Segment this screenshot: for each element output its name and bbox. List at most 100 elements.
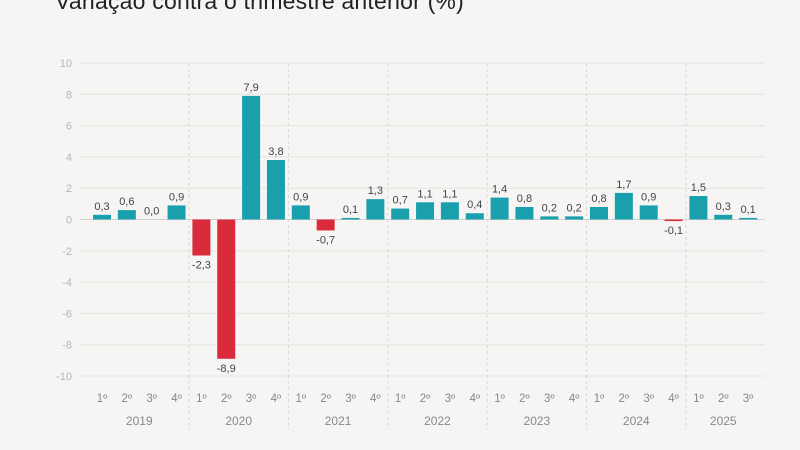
data-label: 1,1 (417, 188, 432, 200)
x-tick-label: 1º (196, 393, 207, 405)
x-tick-label: 2º (122, 393, 133, 405)
bar (440, 202, 459, 220)
bar (117, 210, 136, 220)
y-tick-label: -10 (56, 371, 72, 383)
x-tick-label: 3º (445, 393, 456, 405)
x-tick-label: 2º (221, 393, 232, 405)
data-label: 0,1 (343, 204, 358, 216)
x-tick-label: 3º (643, 393, 654, 405)
bar (565, 216, 584, 220)
bar (664, 219, 683, 222)
data-label: 0,0 (144, 206, 159, 218)
x-tick-label: 1º (97, 393, 108, 405)
bar (465, 213, 484, 220)
data-label: 1,1 (442, 188, 457, 200)
year-label: 2022 (424, 414, 451, 428)
y-tick-label: -2 (62, 246, 72, 258)
bar (639, 205, 658, 220)
y-tick-label: 2 (66, 183, 72, 195)
data-label: 3,8 (268, 146, 283, 158)
y-tick-label: -8 (62, 340, 72, 352)
y-tick-label: 0 (66, 215, 72, 227)
bar (490, 197, 509, 220)
data-label: 1,5 (691, 182, 706, 194)
x-tick-label: 3º (146, 393, 157, 405)
year-label: 2024 (623, 414, 650, 428)
data-label: 0,3 (716, 201, 731, 213)
bar (590, 206, 608, 220)
bar (217, 219, 236, 359)
x-tick-label: 2º (519, 393, 530, 405)
data-label: 0,1 (740, 204, 755, 216)
x-tick-label: 1º (693, 393, 704, 405)
bar (167, 205, 186, 220)
data-label: -8,9 (217, 363, 236, 375)
x-tick-label: 3º (544, 393, 555, 405)
bar (714, 214, 733, 220)
bar (242, 95, 261, 220)
x-tick-label: 1º (295, 393, 306, 405)
year-label: 2023 (524, 414, 551, 428)
x-tick-label: 4º (370, 393, 381, 405)
x-tick-label: 2º (718, 393, 729, 405)
year-label: 2021 (325, 414, 352, 428)
y-tick-label: 8 (66, 89, 72, 101)
x-tick-label: 1º (494, 393, 505, 405)
data-label: 0,9 (641, 191, 656, 203)
chart-title: Variação contra o trimestre anterior (%) (55, 0, 464, 14)
bar (316, 219, 335, 231)
data-label: 0,3 (94, 201, 109, 213)
x-tick-label: 1º (395, 393, 406, 405)
data-label: 0,7 (393, 195, 408, 207)
x-tick-label: 4º (271, 393, 282, 405)
bar (93, 214, 111, 220)
data-label: 0,2 (567, 202, 582, 214)
bar (515, 206, 534, 220)
year-label: 2020 (225, 414, 252, 428)
bar (689, 196, 708, 220)
data-label: 0,9 (169, 191, 184, 203)
x-tick-label: 4º (171, 393, 182, 405)
data-label: 0,8 (591, 193, 606, 205)
data-label: -0,7 (316, 234, 335, 246)
x-tick-label: 4º (569, 393, 580, 405)
bar (739, 217, 758, 220)
x-tick-label: 2º (420, 393, 431, 405)
x-tick-label: 4º (469, 393, 480, 405)
data-label: 1,7 (616, 179, 631, 191)
x-tick-label: 2º (619, 393, 630, 405)
bar (291, 205, 310, 220)
x-tick-label: 3º (246, 393, 257, 405)
data-label: 1,4 (492, 184, 507, 196)
bar (341, 217, 360, 220)
bar (416, 202, 435, 220)
data-label: 0,4 (467, 199, 482, 211)
x-tick-label: 4º (668, 393, 679, 405)
y-tick-label: 10 (60, 58, 72, 70)
data-label: -0,1 (664, 225, 683, 237)
y-tick-label: -4 (62, 277, 72, 289)
bar (266, 160, 285, 220)
data-label: 0,2 (542, 202, 557, 214)
data-label: 7,9 (243, 82, 258, 94)
y-tick-label: 4 (66, 152, 72, 164)
data-label: 0,9 (293, 191, 308, 203)
bar (366, 199, 385, 220)
x-tick-label: 3º (743, 393, 754, 405)
x-tick-label: 3º (345, 393, 356, 405)
data-label: 0,6 (119, 196, 134, 208)
y-tick-label: 6 (66, 121, 72, 133)
data-label: 1,3 (368, 185, 383, 197)
year-label: 2019 (126, 414, 153, 428)
bar (192, 219, 211, 256)
y-tick-label: -6 (62, 308, 72, 320)
x-tick-label: 2º (320, 393, 331, 405)
bar (540, 216, 559, 220)
bar (614, 192, 633, 220)
data-label: 0,8 (517, 193, 532, 205)
x-tick-label: 1º (594, 393, 605, 405)
bar (391, 208, 410, 220)
year-label: 2025 (710, 414, 737, 428)
data-label: -2,3 (192, 259, 211, 271)
